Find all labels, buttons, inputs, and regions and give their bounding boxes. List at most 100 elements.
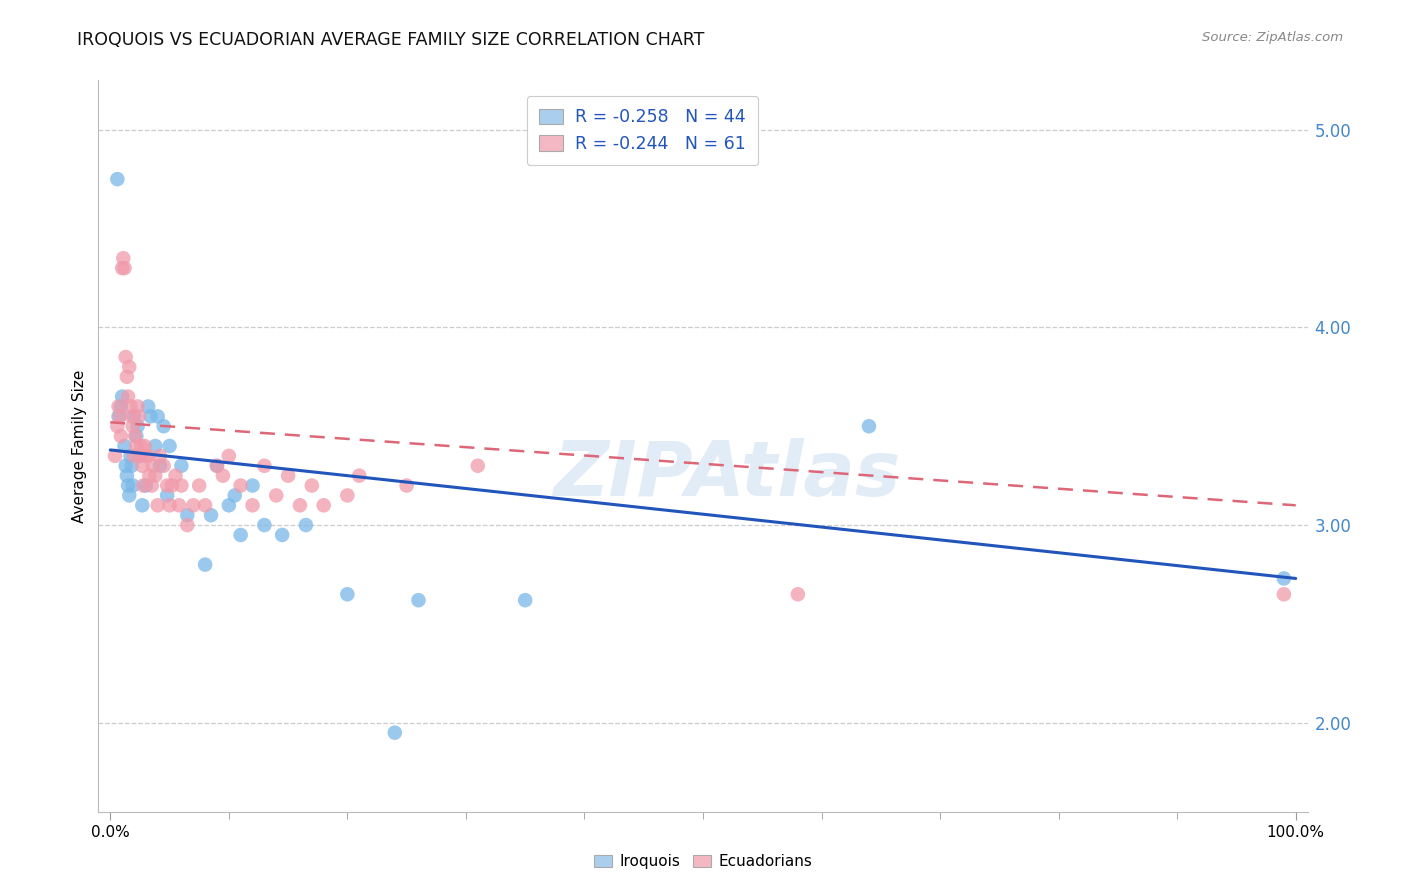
Point: [229, 528, 252, 542]
Point: [218, 449, 240, 463]
Point: [111, 390, 134, 404]
Point: [121, 458, 143, 473]
Point: [118, 359, 141, 374]
Point: [336, 587, 359, 601]
Point: [105, 172, 128, 186]
Point: [131, 498, 153, 512]
Point: [395, 478, 418, 492]
Point: [136, 449, 159, 463]
Point: [141, 478, 163, 492]
Point: [152, 419, 174, 434]
Point: [105, 419, 128, 434]
Point: [125, 429, 148, 443]
Point: [167, 498, 190, 512]
Point: [165, 468, 187, 483]
Point: [264, 488, 287, 502]
Point: [242, 478, 264, 492]
Point: [138, 468, 160, 483]
Point: [135, 449, 157, 463]
Point: [271, 528, 294, 542]
Point: [159, 439, 181, 453]
Y-axis label: Average Family Size: Average Family Size: [72, 369, 87, 523]
Point: [121, 409, 143, 424]
Point: [124, 429, 146, 443]
Point: [212, 468, 235, 483]
Point: [242, 498, 264, 512]
Point: [127, 419, 149, 434]
Point: [149, 449, 172, 463]
Point: [181, 498, 204, 512]
Point: [170, 478, 193, 492]
Point: [152, 458, 174, 473]
Point: [205, 458, 228, 473]
Legend: Iroquois, Ecuadorians: Iroquois, Ecuadorians: [588, 848, 818, 875]
Point: [122, 409, 145, 424]
Point: [121, 419, 143, 434]
Point: [118, 488, 141, 502]
Point: [229, 478, 252, 492]
Point: [160, 478, 183, 492]
Point: [384, 725, 406, 739]
Point: [194, 498, 217, 512]
Point: [515, 593, 537, 607]
Point: [295, 518, 318, 533]
Point: [156, 478, 179, 492]
Point: [188, 478, 211, 492]
Point: [114, 350, 136, 364]
Point: [129, 449, 152, 463]
Point: [194, 558, 217, 572]
Point: [146, 498, 169, 512]
Point: [108, 409, 131, 424]
Point: [200, 508, 222, 523]
Point: [288, 498, 311, 512]
Point: [336, 488, 359, 502]
Point: [128, 409, 150, 424]
Point: [110, 400, 132, 414]
Point: [467, 458, 489, 473]
Text: IROQUOIS VS ECUADORIAN AVERAGE FAMILY SIZE CORRELATION CHART: IROQUOIS VS ECUADORIAN AVERAGE FAMILY SI…: [77, 31, 704, 49]
Point: [146, 409, 169, 424]
Point: [114, 458, 136, 473]
Legend: R = -0.258   N = 44, R = -0.244   N = 61: R = -0.258 N = 44, R = -0.244 N = 61: [527, 96, 758, 165]
Point: [117, 478, 139, 492]
Point: [136, 400, 159, 414]
Point: [110, 429, 132, 443]
Point: [135, 478, 157, 492]
Point: [129, 439, 152, 453]
Point: [312, 498, 335, 512]
Point: [114, 261, 136, 276]
Point: [104, 449, 127, 463]
Point: [107, 409, 129, 424]
Point: [134, 439, 156, 453]
Point: [205, 458, 228, 473]
Point: [121, 478, 143, 492]
Point: [253, 458, 276, 473]
Point: [115, 369, 138, 384]
Point: [1272, 571, 1295, 585]
Point: [129, 449, 152, 463]
Point: [301, 478, 323, 492]
Point: [176, 508, 198, 523]
Point: [170, 458, 193, 473]
Point: [114, 439, 136, 453]
Point: [159, 498, 181, 512]
Point: [132, 478, 155, 492]
Point: [111, 261, 134, 276]
Point: [107, 400, 129, 414]
Point: [143, 439, 166, 453]
Point: [858, 419, 880, 434]
Point: [117, 390, 139, 404]
Point: [139, 409, 162, 424]
Point: [224, 488, 246, 502]
Point: [142, 458, 165, 473]
Point: [149, 458, 172, 473]
Point: [253, 518, 276, 533]
Text: Source: ZipAtlas.com: Source: ZipAtlas.com: [1202, 31, 1343, 45]
Point: [786, 587, 808, 601]
Point: [120, 449, 142, 463]
Point: [127, 400, 149, 414]
Point: [218, 498, 240, 512]
Point: [125, 439, 148, 453]
Point: [277, 468, 299, 483]
Point: [347, 468, 370, 483]
